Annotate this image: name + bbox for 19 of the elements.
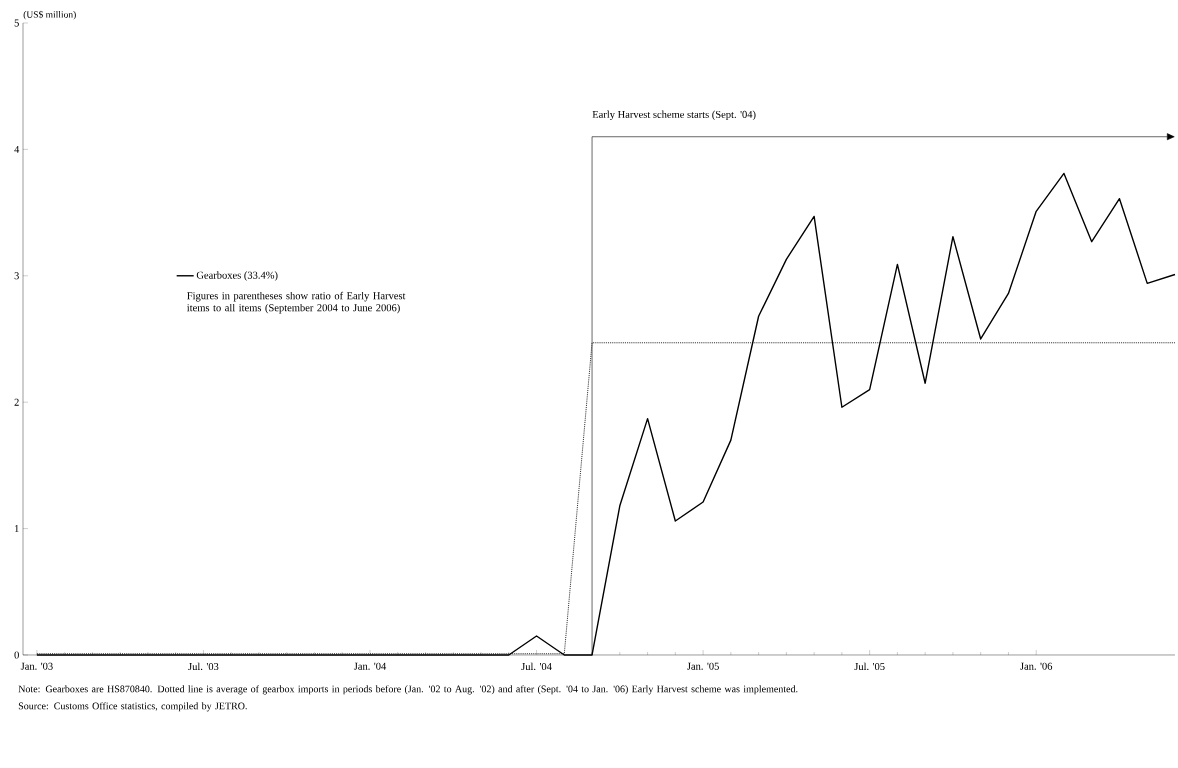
y-tick-label: 4 <box>14 145 20 153</box>
y-tick-label: 3 <box>14 272 19 280</box>
y-tick-label: 2 <box>14 398 19 406</box>
source-note: Source: Customs Office statistics, compiled by JETRO. <box>18 702 247 712</box>
annotation: Figures in parentheses show ratio of Early Harvest items to all items (September 2004 to June 2006) <box>187 291 406 314</box>
y-tick-label: 0 <box>14 651 19 659</box>
x-tick-label: Jul. '05 <box>854 662 885 671</box>
y-axis-title: (US$ million) <box>23 10 76 20</box>
ref-line-label: Early Harvest scheme starts (Sept. '04) <box>592 110 756 121</box>
x-tick-label: Jan. '06 <box>1020 662 1053 670</box>
x-tick-label: Jan. '04 <box>353 662 387 670</box>
legend-label: Gearboxes (33.4%) <box>196 271 278 281</box>
x-tick-label: Jan. '03 <box>20 662 53 670</box>
x-tick-label: Jan. '05 <box>687 662 719 670</box>
x-tick-label: Jul. '04 <box>521 662 552 671</box>
text: Note: Gearboxes are HS870840. Dotted line is average of gearbox imports in periods before (Jan. '02 to Aug. '02) and after (Sept. '04 to Jan. '06) Early Harvest scheme was implemented. <box>18 685 798 695</box>
y-tick-label: 5 <box>14 19 19 27</box>
x-tick-label: Jul. '03 <box>188 662 219 671</box>
y-tick-label: 1 <box>14 525 19 533</box>
